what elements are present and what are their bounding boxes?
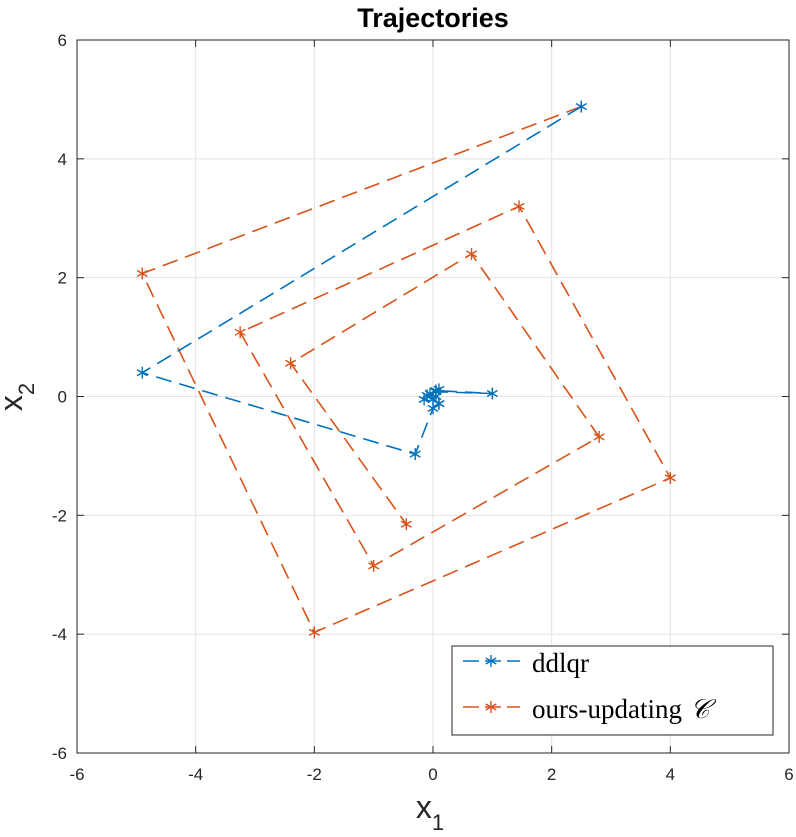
series-layer — [136, 100, 676, 639]
legend-marker-sample — [485, 655, 497, 667]
data-point-ddlqr — [486, 387, 498, 400]
chart-title: Trajectories — [357, 3, 509, 33]
data-point-ddlqr — [409, 448, 421, 461]
y-tick-label: -2 — [52, 506, 67, 525]
data-point-ours-updating — [234, 326, 246, 339]
legend-label-ours-updating: ours-updating 𝒞 — [532, 694, 717, 724]
legend-entry-ours-updating — [463, 701, 520, 713]
series-ddlqr — [136, 100, 587, 461]
y-axis-label-main: x — [0, 395, 29, 411]
y-axis-label-sub: 2 — [14, 383, 39, 395]
data-point-ours-updating — [136, 267, 148, 280]
y-tick-label: -4 — [52, 625, 67, 644]
legend-box — [451, 645, 774, 736]
y-tick-label: -6 — [52, 744, 67, 763]
y-tick-label: 6 — [58, 31, 67, 50]
legend-entry-ddlqr — [463, 655, 520, 667]
x-tick-label: 0 — [428, 765, 437, 784]
x-tick-label: 4 — [666, 765, 675, 784]
y-tick-label: 2 — [58, 269, 67, 288]
legend: ddlqr ours-updating 𝒞 — [451, 645, 774, 736]
x-axis-label: x1 — [416, 789, 444, 835]
series-line-ours-updating — [141, 105, 672, 634]
legend-marker-sample — [485, 701, 497, 713]
data-point-ours-updating — [465, 247, 478, 260]
y-tick-label: 0 — [58, 388, 67, 407]
data-point-ours-updating — [368, 559, 380, 572]
data-point-ours-updating — [593, 430, 605, 443]
data-point-ddlqr — [136, 366, 148, 379]
data-point-ours-updating — [664, 471, 676, 484]
x-tick-label: -2 — [307, 765, 322, 784]
data-point-ours-updating — [285, 357, 297, 370]
series-ours-updating — [136, 100, 676, 639]
axis-ticks: -6 -4 -2 0 2 4 6 -6 -4 -2 0 2 4 6 — [52, 31, 794, 784]
data-point-ours-updating — [400, 518, 412, 531]
data-point-ddlqr — [430, 390, 442, 403]
data-point-ours-updating — [513, 200, 525, 213]
y-axis-label: x2 — [0, 383, 39, 411]
x-axis-label-sub: 1 — [432, 810, 444, 835]
x-tick-label: 2 — [547, 765, 556, 784]
data-point-ours-updating — [308, 626, 320, 639]
data-point-ddlqr — [575, 100, 587, 113]
x-axis-label-main: x — [416, 789, 432, 825]
legend-label-ddlqr: ddlqr — [532, 648, 589, 678]
x-tick-label: -6 — [69, 765, 84, 784]
y-tick-label: 4 — [58, 150, 67, 169]
x-tick-label: 6 — [784, 765, 793, 784]
x-tick-label: -4 — [188, 765, 203, 784]
